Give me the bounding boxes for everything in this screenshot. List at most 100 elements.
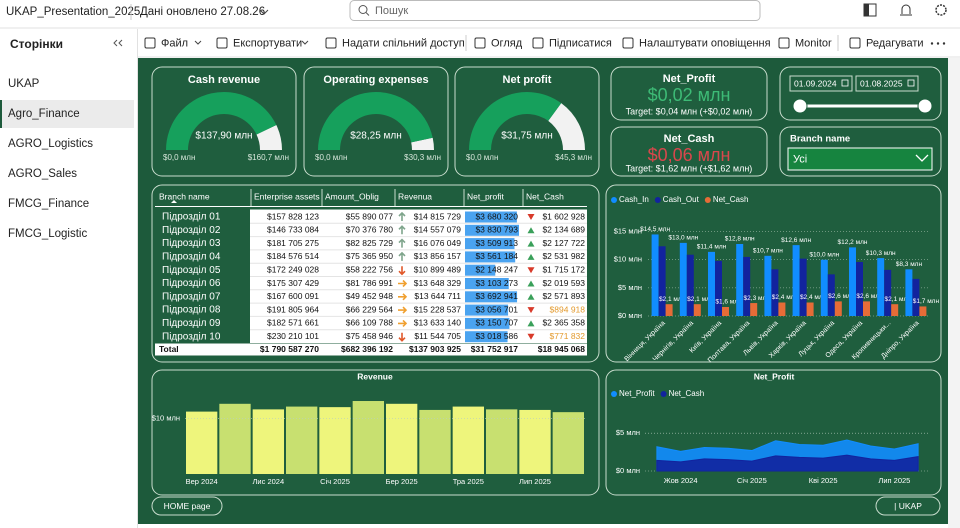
column-header[interactable]: Amount_Oblig [325,191,379,201]
bar [919,306,927,316]
table-cell: $2 127 722 [542,238,585,248]
date-input[interactable] [855,75,919,92]
gauge-value: $31,75 млн [501,131,553,142]
nav-button-label[interactable]: HOME page [164,501,211,511]
table-cell: $184 576 514 [267,251,319,261]
table-cell: $172 249 028 [267,264,319,274]
more-icon[interactable] [930,42,934,45]
bar [319,407,351,474]
kpi-title: Net_Profit [663,73,716,85]
total-cell: $31 752 917 [471,344,519,354]
table-cell: $11 544 705 [414,331,461,341]
table-cell: $55 890 077 [346,211,394,221]
data-bar [465,251,516,263]
chevron [915,154,929,162]
date-input[interactable] [789,75,853,92]
gauge-title: Operating expenses [323,74,428,86]
slider-handle[interactable] [792,98,808,114]
status-icon [527,333,535,340]
gauge-fill [166,91,277,150]
x-tick-label: Вер 2024 [186,477,218,486]
slider-handle[interactable] [917,98,933,114]
bar [778,302,786,316]
nav-button-label[interactable]: | UKAP [894,501,922,511]
column-header[interactable]: Enterprise assets [254,191,320,201]
data-label: $10,0 млн [809,251,839,258]
toolbar-icon [849,37,861,49]
gauge-max: $30,3 млн [404,153,441,162]
toolbar-button[interactable]: Надати спільний доступ [342,37,465,49]
table-cell: $15 228 537 [414,304,462,314]
page-link[interactable]: FMCG_Finance [8,198,89,210]
page-link[interactable]: FMCG_Logistic [8,228,87,240]
table-cell: $182 571 661 [267,318,319,328]
data-label: $8,3 млн [896,261,923,268]
calendar-icon [841,79,849,87]
toolbar-button[interactable]: Редагувати [866,37,924,49]
column-header[interactable]: Net_Cash [526,191,564,201]
gauge-value: $28,25 млн [350,131,402,142]
trend-icon [398,266,406,276]
trend-icon [398,319,408,327]
column-header[interactable]: Branch name [159,191,210,201]
bar [693,304,701,316]
page-link[interactable]: AGRO_Sales [8,168,77,180]
toolbar-button[interactable]: Файл [161,37,188,49]
toolbar-button[interactable]: Огляд [491,37,523,49]
toolbar-icon [622,37,634,49]
table-cell: Підрозділ 02 [162,225,221,236]
data-label: $12,8 млн [725,236,755,243]
y-tick-label: $10 млн [152,413,180,422]
column-header[interactable]: Net_profit [467,191,504,201]
bell-icon[interactable] [900,4,912,16]
toolbar-button[interactable]: Monitor [795,37,832,49]
settings-icon[interactable] [935,4,947,16]
trend-icon [398,306,408,314]
search-placeholder[interactable]: Пошук [375,5,408,17]
data-bar [465,224,519,236]
toolbar-button[interactable]: Налаштувати оповіщення [639,37,771,49]
more-icon[interactable] [942,42,946,45]
table-cell: $771 832 [550,331,586,341]
page-list: UKAP Agro_Finance AGRO_Logistics AGRO_Sales… [0,78,134,240]
nav-button[interactable] [151,496,223,516]
table-cell: $66 109 788 [346,318,394,328]
gauge-fill [469,92,562,150]
date-value[interactable]: 01.09.2024 [794,78,837,88]
dropdown[interactable] [787,147,933,171]
page-link[interactable]: UKAP [8,78,40,90]
status-icon [527,293,535,300]
kpi-card [610,126,768,177]
data-label: $10,7 млн [753,248,783,255]
data-bar [465,264,496,276]
table-cell: Підрозділ 01 [162,212,221,223]
table-cell: $10 899 489 [414,264,462,274]
dropdown-value[interactable]: Усі [793,153,807,165]
more-icon[interactable] [936,42,940,45]
date-value[interactable]: 01.08.2025 [860,78,903,88]
nav-button[interactable] [875,496,941,516]
toolbar-button[interactable]: Експортувати [233,37,302,49]
updated-label[interactable]: Дані оновлено 27.08.26 [140,6,265,18]
table-cell: $146 733 084 [267,225,319,235]
total-cell: $137 903 925 [409,344,461,354]
legend-label: Net_Cash [713,195,749,204]
page-link[interactable]: Agro_Finance [8,108,80,120]
page-link[interactable]: AGRO_Logistics [8,138,93,150]
kpi-card [610,66,768,121]
table-cell: $81 786 991 [346,278,394,288]
bar [352,401,384,474]
gauge-max: $160,7 млн [248,153,289,162]
toolbar-button[interactable]: Підписатися [549,37,612,49]
column-header[interactable]: Revenua [398,191,432,201]
data-label: $12,2 млн [838,239,868,246]
gauge-fill [318,92,433,150]
table-cell: $3 561 184 [475,251,518,261]
gauge-title: Cash revenue [188,74,260,86]
y-tick-label: $15 млн [614,227,642,236]
data-label: $2,6 млн [828,293,855,300]
legend-swatch [611,197,617,203]
collapse-icon[interactable] [113,39,123,47]
table-cell: $70 376 780 [346,225,394,235]
search-box[interactable] [349,0,761,21]
